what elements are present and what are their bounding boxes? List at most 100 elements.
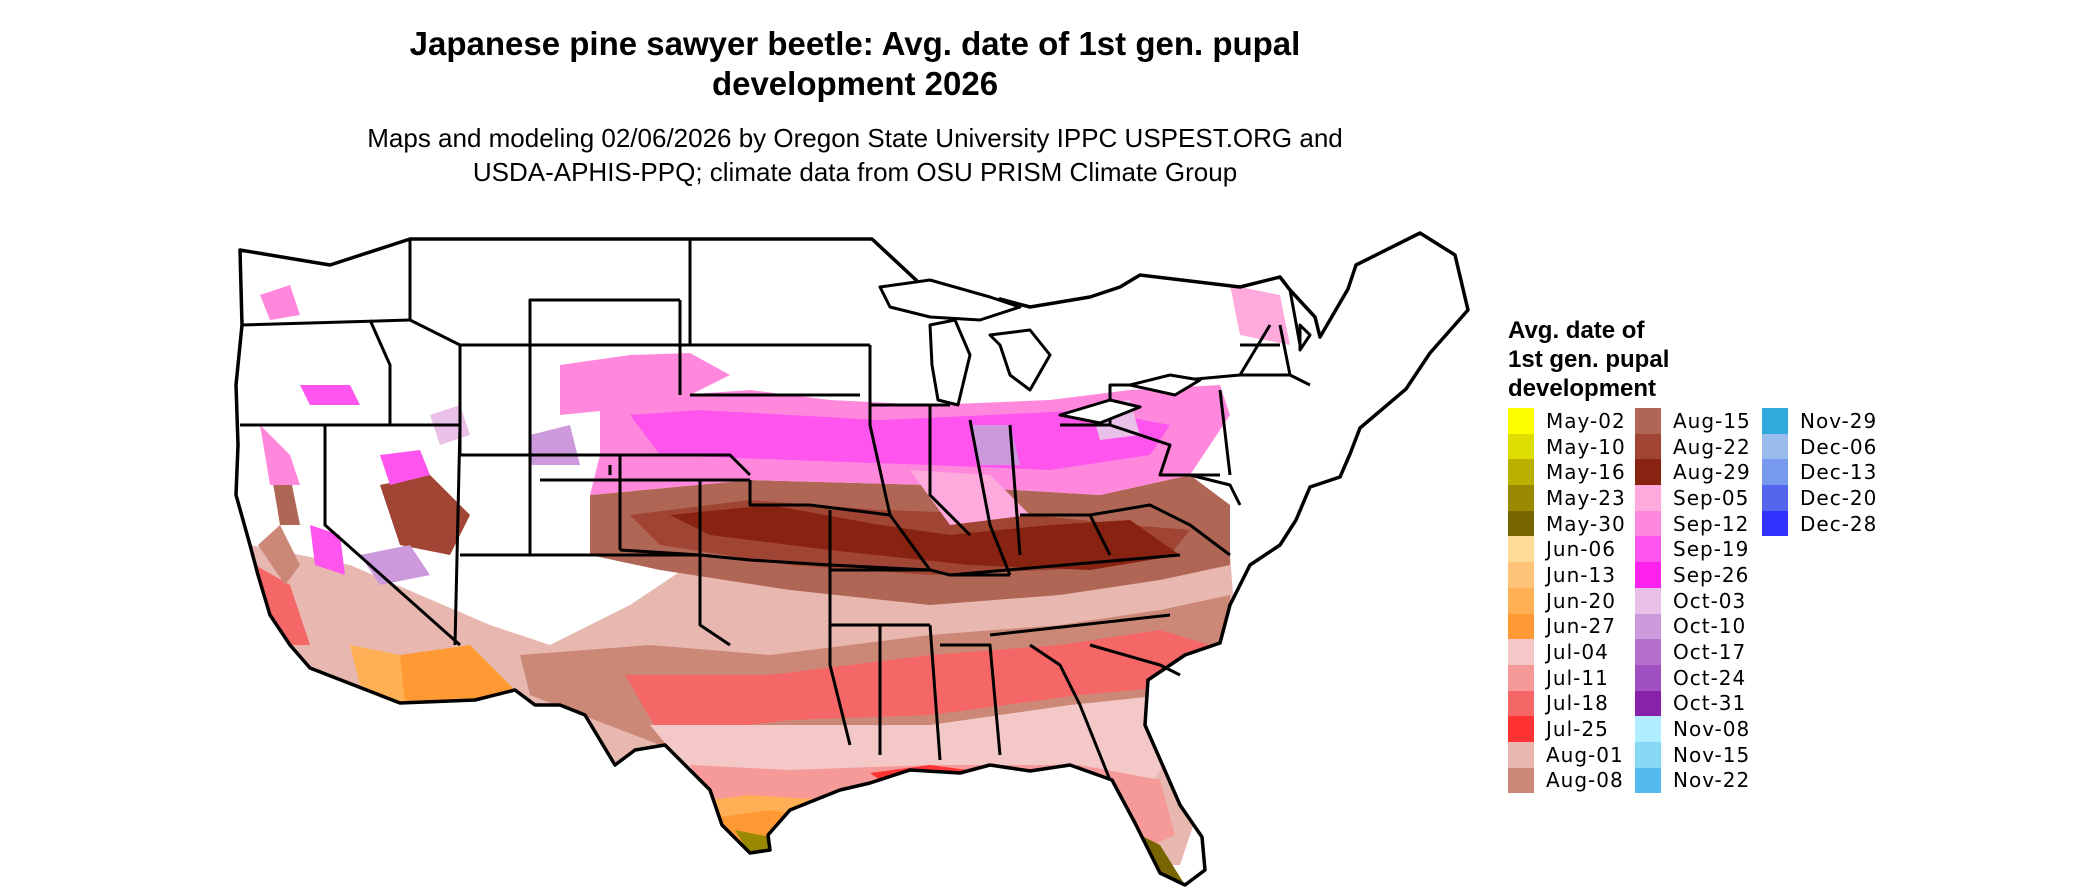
legend-label: Jun-20: [1546, 588, 1616, 613]
legend-swatch: [1508, 639, 1534, 665]
us-degree-day-map: [234, 231, 1470, 887]
map-title-line-2: development 2026: [711, 65, 999, 102]
map-title: Japanese pine sawyer beetle: Avg. date o…: [300, 24, 1410, 104]
legend-swatch: [1508, 690, 1534, 717]
legend-item: Jun-20: [1508, 587, 1626, 614]
legend-label: Oct-17: [1673, 640, 1747, 665]
legend-title: Avg. date of 1st gen. pupal development: [1508, 316, 1728, 403]
legend-label: Jun-13: [1546, 562, 1616, 587]
legend-column-2: Aug-15 Aug-22 Aug-29 Sep-05 Sep-12 Sep-19 Sep-…: [1635, 408, 1751, 794]
legend-swatch: [1762, 485, 1788, 511]
map-subtitle-line-1: Maps and modeling 02/06/2026 by Oregon S…: [367, 123, 1343, 153]
legend-label: Oct-31: [1673, 691, 1747, 716]
legend-label: May-23: [1546, 485, 1626, 510]
legend-title-line-2: 1st gen. pupal: [1508, 346, 1670, 373]
legend-item: Oct-31: [1635, 690, 1751, 717]
legend-swatch: [1762, 459, 1788, 486]
legend-label: Aug-08: [1546, 768, 1624, 793]
legend-label: Oct-24: [1673, 665, 1747, 690]
legend-item: May-02: [1508, 408, 1626, 434]
legend-label: Dec-13: [1800, 460, 1878, 485]
legend-label: Sep-26: [1673, 562, 1750, 587]
legend-label: Aug-15: [1673, 408, 1751, 433]
legend-label: Aug-01: [1546, 742, 1624, 767]
legend-item: May-16: [1508, 459, 1626, 486]
legend-label: Sep-05: [1673, 485, 1750, 510]
legend-label: May-10: [1546, 434, 1626, 459]
legend-swatch: [1508, 587, 1534, 614]
legend-item: Aug-22: [1635, 433, 1751, 460]
legend-swatch: [1635, 562, 1661, 588]
legend-swatch: [1508, 741, 1534, 768]
map-subtitle-line-2: USDA-APHIS-PPQ; climate data from OSU PR…: [472, 157, 1238, 187]
legend-item: Nov-15: [1635, 741, 1751, 768]
legend-label: Aug-22: [1673, 434, 1751, 459]
legend-title-line-3: development: [1508, 375, 1657, 402]
legend-swatch: [1635, 485, 1661, 511]
legend-swatch: [1635, 613, 1661, 640]
legend-label: Jun-27: [1546, 614, 1616, 639]
legend-item: Oct-10: [1635, 613, 1751, 640]
legend-item: Sep-26: [1635, 562, 1751, 588]
legend-swatch: [1635, 408, 1661, 434]
legend-item: Jul-11: [1508, 664, 1626, 691]
legend-swatch: [1635, 536, 1661, 563]
legend-item: Aug-08: [1508, 767, 1626, 794]
legend-label: Sep-19: [1673, 537, 1750, 562]
legend-title-line-1: Avg. date of: [1508, 317, 1645, 344]
legend-item: Dec-28: [1762, 510, 1878, 537]
legend-item: May-23: [1508, 485, 1626, 511]
legend-swatch: [1508, 485, 1534, 511]
legend-swatch: [1635, 716, 1661, 742]
legend-swatch: [1508, 562, 1534, 588]
legend-label: May-30: [1546, 511, 1626, 536]
legend-item: Oct-17: [1635, 639, 1751, 665]
legend-swatch: [1635, 587, 1661, 614]
legend-item: Jul-04: [1508, 639, 1626, 665]
legend-label: Jul-11: [1546, 665, 1609, 690]
legend-swatch: [1508, 433, 1534, 460]
legend-swatch: [1508, 664, 1534, 691]
legend-label: Jul-04: [1546, 640, 1609, 665]
legend-label: Aug-29: [1673, 460, 1751, 485]
legend-item: Dec-20: [1762, 485, 1877, 511]
legend-swatch: [1508, 767, 1534, 794]
legend-swatch: [1635, 741, 1661, 768]
legend-label: Oct-03: [1673, 588, 1747, 613]
legend-label: Dec-28: [1800, 511, 1878, 536]
legend-label: Sep-12: [1673, 511, 1750, 536]
legend-label: May-02: [1546, 408, 1626, 433]
legend-swatch: [1635, 433, 1661, 460]
legend-item: Jun-27: [1508, 613, 1626, 640]
legend-item: Jun-13: [1508, 562, 1626, 588]
legend-label: Jul-18: [1546, 691, 1609, 716]
legend-item: Jul-18: [1508, 690, 1626, 717]
legend-item: Aug-29: [1635, 459, 1751, 486]
legend-item: Oct-03: [1635, 587, 1751, 614]
legend-swatch: [1635, 664, 1661, 691]
legend-item: May-30: [1508, 510, 1626, 537]
legend-swatch: [1508, 510, 1534, 537]
legend-column-3: Nov-29 Dec-06 Dec-13 Dec-20 Dec-28: [1762, 408, 1878, 537]
legend-item: Dec-13: [1762, 459, 1878, 486]
legend-item: Oct-24: [1635, 664, 1751, 691]
legend-swatch: [1508, 408, 1534, 434]
map-subtitle: Maps and modeling 02/06/2026 by Oregon S…: [300, 121, 1410, 189]
legend-item: Aug-01: [1508, 741, 1626, 768]
legend-label: Oct-10: [1673, 614, 1747, 639]
legend-label: Dec-20: [1800, 485, 1878, 510]
legend-column-1: May-02 May-10 May-16 May-23 May-30 Jun-06 Jun-…: [1508, 408, 1626, 794]
legend-item: Sep-05: [1635, 485, 1751, 511]
legend-label: Jul-25: [1546, 717, 1609, 742]
legend-item: Sep-12: [1635, 510, 1751, 537]
legend-swatch: [1635, 690, 1661, 717]
legend-swatch: [1762, 433, 1788, 460]
legend-label: Dec-06: [1800, 434, 1878, 459]
legend-swatch: [1508, 613, 1534, 640]
legend-swatch: [1762, 510, 1788, 537]
map-title-line-1: Japanese pine sawyer beetle: Avg. date o…: [409, 25, 1301, 62]
legend-label: May-16: [1546, 460, 1626, 485]
legend-item: Jun-06: [1508, 536, 1626, 563]
legend-label: Nov-15: [1673, 742, 1751, 767]
legend-label: Nov-08: [1673, 717, 1751, 742]
